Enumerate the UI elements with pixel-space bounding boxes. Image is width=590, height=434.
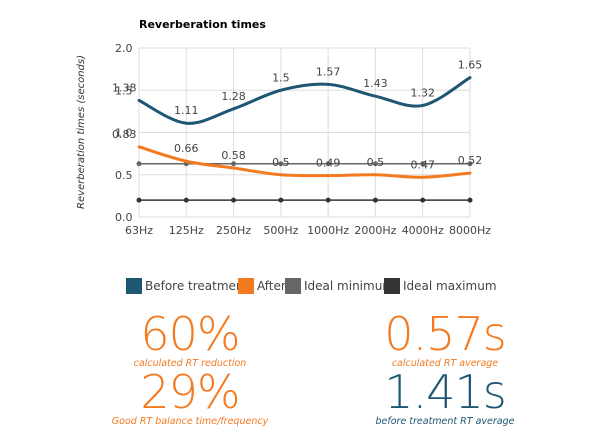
data-label-after: 0.58 [221, 149, 246, 162]
x-tick-label: 1000Hz [307, 224, 349, 237]
data-label-after: 0.5 [272, 156, 290, 169]
y-tick-label: 0.5 [115, 169, 133, 182]
data-point-ideal-maximum [372, 197, 378, 203]
data-point-ideal-maximum [420, 197, 426, 203]
stat-rt-reduction: 60% calculated RT reduction [115, 310, 265, 370]
stat-caption: calculated RT reduction [133, 358, 247, 369]
y-tick-label: 0.0 [115, 211, 133, 224]
data-label-before-treatment: 1.5 [272, 71, 290, 84]
series-line-before-treatment [137, 76, 472, 125]
series [136, 76, 473, 203]
legend-swatch-ideal-min [285, 278, 301, 294]
data-point-ideal-maximum [325, 197, 331, 203]
stat-before-average: 1.41s before treatment RT average [370, 368, 520, 428]
legend-swatch-ideal-max [384, 278, 400, 294]
legend-item-before[interactable]: Before treatment [126, 275, 248, 297]
data-point-ideal-minimum [278, 161, 284, 167]
stat-value: 29% [140, 365, 240, 419]
stat-caption: Good RT balance time/frequency [111, 416, 269, 427]
data-point-ideal-minimum [420, 161, 426, 167]
axes: 0.0 0.5 1.0 1.5 2.0 63Hz 125Hz 250Hz 500Hz 1000Hz… [115, 42, 491, 237]
y-axis-label: Reverberation times (seconds) [76, 55, 87, 209]
stat-value: 0.57s [384, 307, 506, 361]
reverberation-chart: 0.0 0.5 1.0 1.5 2.0 63Hz 125Hz 250Hz 500Hz 1000Hz… [76, 18, 491, 237]
stat-value: 60% [140, 307, 240, 361]
data-label-before-treatment: 1.38 [112, 81, 137, 94]
stat-caption: calculated RT average [391, 358, 499, 369]
legend-swatch-before [126, 278, 142, 294]
stat-rt-average: 0.57s calculated RT average [370, 310, 520, 370]
stat-caption: before treatment RT average [375, 416, 515, 427]
data-labels: 1.38 1.11 1.28 1.5 1.57 1.43 1.32 1.65 0.83 0.66 0… [112, 59, 482, 172]
data-label-after: 0.47 [410, 158, 435, 171]
data-label-after: 0.5 [367, 156, 385, 169]
y-tick-label: 2.0 [115, 42, 133, 55]
data-label-before-treatment: 1.28 [221, 90, 246, 103]
data-point-ideal-minimum [231, 161, 237, 167]
data-label-before-treatment: 1.11 [174, 104, 199, 117]
legend-label-ideal-min: Ideal minimum [304, 279, 394, 293]
legend-swatch-after [238, 278, 254, 294]
x-tick-label: 4000Hz [402, 224, 444, 237]
series-line-after [137, 145, 472, 179]
data-point-ideal-maximum [136, 197, 142, 203]
legend-item-after[interactable]: After [238, 275, 286, 297]
data-point-ideal-maximum [278, 197, 284, 203]
x-tick-label: 500Hz [263, 224, 298, 237]
y-tick-label: 1.5 [115, 84, 133, 97]
legend-item-ideal-max[interactable]: Ideal maximum [384, 275, 497, 297]
data-label-after: 0.49 [316, 157, 341, 170]
x-tick-label: 63Hz [125, 224, 153, 237]
legend-label-ideal-max: Ideal maximum [403, 279, 497, 293]
x-tick-label: 250Hz [216, 224, 251, 237]
data-label-after: 0.52 [458, 154, 483, 167]
x-tick-label: 125Hz [169, 224, 204, 237]
data-label-after: 0.66 [174, 142, 199, 155]
data-label-before-treatment: 1.32 [410, 86, 435, 99]
y-tick-label: 1.0 [115, 127, 133, 140]
chart-title: Reverberation times [139, 18, 266, 31]
data-point-ideal-minimum [372, 161, 378, 167]
grid [138, 47, 471, 218]
legend-label-before: Before treatment [145, 279, 249, 293]
data-point-ideal-minimum [136, 161, 142, 167]
stat-rt-balance: 29% Good RT balance time/frequency [100, 368, 280, 428]
data-label-after: 0.83 [112, 128, 137, 141]
stat-value: 1.41s [384, 365, 506, 419]
data-point-ideal-maximum [231, 197, 237, 203]
data-label-before-treatment: 1.43 [363, 77, 388, 90]
data-point-ideal-maximum [467, 197, 473, 203]
chart-legend: Before treatment After Ideal minimum Ide… [0, 275, 590, 297]
x-tick-label: 8000Hz [449, 224, 491, 237]
data-label-before-treatment: 1.65 [458, 59, 483, 72]
data-point-ideal-minimum [325, 161, 331, 167]
legend-item-ideal-min[interactable]: Ideal minimum [285, 275, 394, 297]
data-point-ideal-minimum [467, 161, 473, 167]
x-tick-label: 2000Hz [354, 224, 396, 237]
legend-label-after: After [257, 279, 286, 293]
data-point-ideal-maximum [183, 197, 189, 203]
data-label-before-treatment: 1.57 [316, 65, 341, 78]
